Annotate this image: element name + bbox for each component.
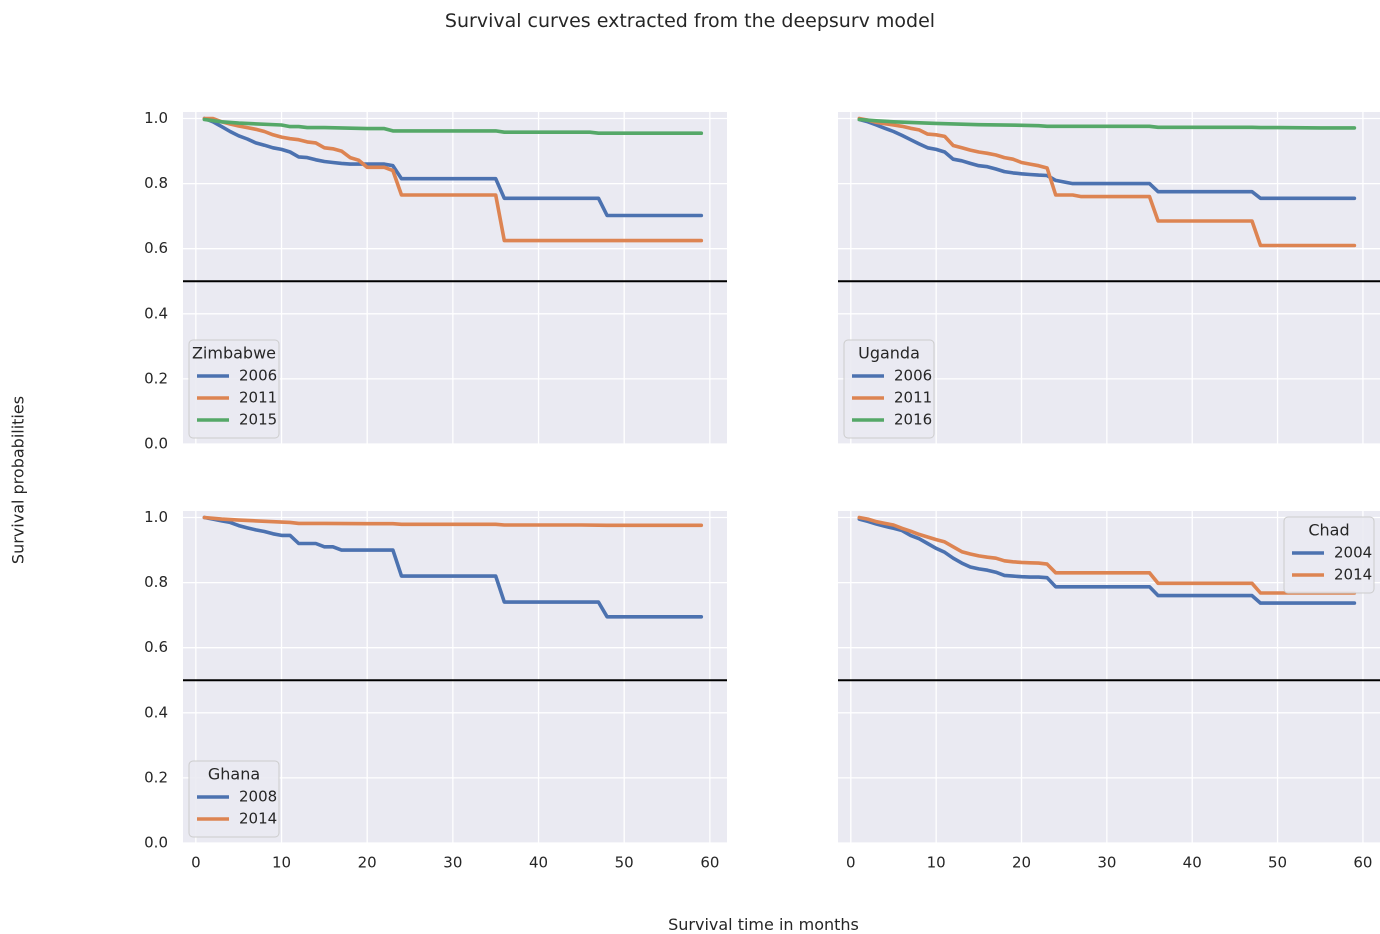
x-tick-label: 40 bbox=[1183, 854, 1202, 872]
x-tick-label: 50 bbox=[615, 854, 634, 872]
legend-label: 2011 bbox=[239, 389, 277, 407]
subplot-bottom-right: 0 10 20 30 40 50 60 Chad 2004 2014 bbox=[838, 511, 1380, 872]
x-tick-label: 50 bbox=[1268, 854, 1287, 872]
y-tick-label: 0.6 bbox=[144, 239, 168, 257]
legend: Uganda 2006 2011 2016 bbox=[843, 339, 935, 439]
legend-title: Zimbabwe bbox=[192, 344, 276, 363]
series-line-2006 bbox=[857, 117, 1357, 201]
x-tick-label: 20 bbox=[358, 854, 377, 872]
y-tick-label: 0.0 bbox=[144, 435, 168, 453]
series-line-2016 bbox=[857, 117, 1357, 130]
legend-label: 2004 bbox=[1334, 544, 1372, 562]
series-line-2008 bbox=[202, 515, 704, 619]
y-tick-label: 1.0 bbox=[144, 508, 168, 526]
y-tick-label: 0.4 bbox=[144, 304, 168, 322]
subplot-bottom-left: 0.0 0.2 0.4 0.6 0.8 1.0 0 10 20 30 40 50 60 Ghana 2008… bbox=[144, 508, 727, 872]
y-tick-label: 0.8 bbox=[144, 174, 168, 192]
legend-label: 2011 bbox=[894, 389, 932, 407]
x-tick-label: 60 bbox=[1353, 854, 1372, 872]
legend-box bbox=[188, 339, 280, 439]
legend-title: Chad bbox=[1308, 521, 1349, 540]
legend-label: 2008 bbox=[239, 788, 277, 806]
x-tick-label: 60 bbox=[700, 854, 719, 872]
x-tick-label: 0 bbox=[191, 854, 201, 872]
series-line-2006 bbox=[202, 116, 704, 218]
legend-label: 2006 bbox=[894, 367, 932, 385]
x-tick-label: 10 bbox=[927, 854, 946, 872]
legend-box bbox=[843, 339, 935, 439]
figure-title: Survival curves extracted from the deeps… bbox=[444, 10, 936, 32]
series-line-2011 bbox=[202, 116, 704, 243]
y-tick-label: 0.8 bbox=[144, 573, 168, 591]
legend: Ghana 2008 2014 bbox=[188, 760, 280, 838]
y-tick-label: 0.2 bbox=[144, 369, 168, 387]
legend-label: 2015 bbox=[239, 411, 277, 429]
y-tick-label: 0.4 bbox=[144, 703, 168, 721]
subplot-top-left: 0.0 0.2 0.4 0.6 0.8 1.0 Zimbabwe 2006 2011 2015 bbox=[144, 109, 727, 453]
x-tick-label: 0 bbox=[846, 854, 856, 872]
x-tick-label: 40 bbox=[529, 854, 548, 872]
legend: Zimbabwe 2006 2011 2015 bbox=[188, 339, 280, 439]
y-tick-label: 0.2 bbox=[144, 768, 168, 786]
legend-title: Ghana bbox=[208, 765, 260, 784]
y-tick-label: 1.0 bbox=[144, 109, 168, 127]
series-line-2015 bbox=[202, 117, 704, 135]
series-line-2014 bbox=[857, 515, 1357, 595]
legend-label: 2014 bbox=[1334, 566, 1372, 584]
y-tick-label: 0.0 bbox=[144, 834, 168, 852]
x-tick-label: 10 bbox=[272, 854, 291, 872]
y-tick-label: 0.6 bbox=[144, 638, 168, 656]
series-line-2011 bbox=[857, 116, 1357, 248]
y-axis-label: Survival probabilities bbox=[8, 395, 28, 565]
legend-label: 2014 bbox=[239, 810, 277, 828]
legend-title: Uganda bbox=[858, 344, 920, 363]
x-tick-label: 20 bbox=[1012, 854, 1031, 872]
legend-label: 2016 bbox=[894, 411, 932, 429]
series-line-2004 bbox=[857, 517, 1357, 605]
series-line-2014 bbox=[202, 515, 704, 528]
legend: Chad 2004 2014 bbox=[1283, 516, 1375, 594]
subplot-top-right: Uganda 2006 2011 2016 bbox=[838, 112, 1380, 445]
legend-label: 2006 bbox=[239, 367, 277, 385]
x-tick-label: 30 bbox=[1097, 854, 1116, 872]
x-tick-label: 30 bbox=[443, 854, 462, 872]
x-axis-label: Survival time in months bbox=[668, 915, 859, 934]
